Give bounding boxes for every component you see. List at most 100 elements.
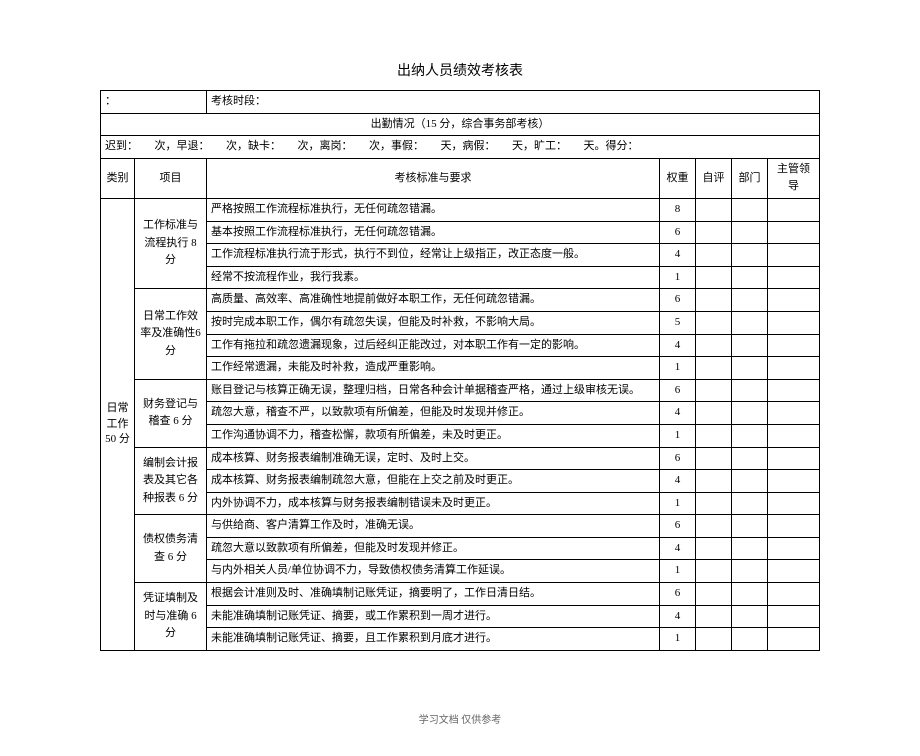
leader-cell — [767, 447, 819, 470]
dept-cell — [731, 198, 767, 221]
self-cell — [695, 492, 731, 515]
table-row: 内外协调不力，成本核算与财务报表编制错误未及时更正。1 — [101, 492, 820, 515]
standard-cell: 工作沟通协调不力，稽查松懈，款项有所偏差，未及时更正。 — [207, 424, 660, 447]
self-cell — [695, 628, 731, 651]
self-cell — [695, 470, 731, 493]
self-cell — [695, 357, 731, 380]
leader-cell — [767, 198, 819, 221]
table-row: 疏忽大意以致款项有所偏差，但能及时发现并修正。4 — [101, 537, 820, 560]
weight-cell: 1 — [659, 560, 695, 583]
leader-cell — [767, 537, 819, 560]
leader-cell — [767, 492, 819, 515]
leader-cell — [767, 560, 819, 583]
self-cell — [695, 424, 731, 447]
standard-cell: 严格按照工作流程标准执行，无任何疏忽错漏。 — [207, 198, 660, 221]
leader-cell — [767, 379, 819, 402]
table-row: 日常工作50 分工作标准与流程执行 8分严格按照工作流程标准执行，无任何疏忽错漏… — [101, 198, 820, 221]
self-cell — [695, 289, 731, 312]
weight-cell: 1 — [659, 266, 695, 289]
weight-cell: 6 — [659, 515, 695, 538]
item-cell: 工作标准与流程执行 8分 — [135, 198, 207, 288]
leader-cell — [767, 289, 819, 312]
standard-cell: 成本核算、财务报表编制准确无误，定时、及时上交。 — [207, 447, 660, 470]
dept-cell — [731, 470, 767, 493]
weight-cell: 1 — [659, 492, 695, 515]
table-row: 凭证填制及时与准确 6分根据会计准则及时、准确填制记账凭证，摘要明了，工作日清日… — [101, 583, 820, 606]
dept-cell — [731, 221, 767, 244]
table-row: 疏忽大意，稽查不严，以致款项有所偏差，但能及时发现并修正。4 — [101, 402, 820, 425]
dept-cell — [731, 289, 767, 312]
page-footer: 学习文档 仅供参考 — [100, 711, 820, 726]
self-cell — [695, 266, 731, 289]
weight-cell: 6 — [659, 583, 695, 606]
weight-cell: 1 — [659, 357, 695, 380]
self-cell — [695, 560, 731, 583]
table-row: 编制会计报表及其它各种报表 6 分成本核算、财务报表编制准确无误，定时、及时上交… — [101, 447, 820, 470]
weight-cell: 4 — [659, 470, 695, 493]
weight-cell: 8 — [659, 198, 695, 221]
dept-cell — [731, 424, 767, 447]
table-row: 工作经常遗漏，未能及时补救，造成严重影响。1 — [101, 357, 820, 380]
leader-cell — [767, 334, 819, 357]
standard-cell: 根据会计准则及时、准确填制记账凭证，摘要明了，工作日清日结。 — [207, 583, 660, 606]
table-row: 未能准确填制记账凭证、摘要，且工作累积到月底才进行。1 — [101, 628, 820, 651]
self-cell — [695, 311, 731, 334]
leader-cell — [767, 628, 819, 651]
standard-cell: 与供给商、客户清算工作及时，准确无误。 — [207, 515, 660, 538]
period-row: ： 考核时段： — [101, 91, 820, 114]
dept-cell — [731, 537, 767, 560]
weight-cell: 4 — [659, 402, 695, 425]
dept-cell — [731, 447, 767, 470]
weight-cell: 5 — [659, 311, 695, 334]
standard-cell: 成本核算、财务报表编制疏忽大意，但能在上交之前及时更正。 — [207, 470, 660, 493]
standard-cell: 疏忽大意，稽查不严，以致款项有所偏差，但能及时发现并修正。 — [207, 402, 660, 425]
table-row: 基本按照工作流程标准执行，无任何疏忽错漏。6 — [101, 221, 820, 244]
attendance-header-row: 出勤情况（15 分，综合事务部考核） — [101, 113, 820, 136]
col-category: 类别 — [101, 158, 135, 198]
standard-cell: 未能准确填制记账凭证、摘要，或工作累积到一周才进行。 — [207, 605, 660, 628]
attendance-line: 迟到： 次，早退： 次，缺卡： 次，离岗： 次，事假： 天，病假： 天，旷工： … — [101, 136, 820, 159]
standard-cell: 高质量、高效率、高准确性地提前做好本职工作，无任何疏忽错漏。 — [207, 289, 660, 312]
dept-cell — [731, 357, 767, 380]
standard-cell: 基本按照工作流程标准执行，无任何疏忽错漏。 — [207, 221, 660, 244]
table-row: 工作有拖拉和疏忽遗漏现象，过后经纠正能改过，对本职工作有一定的影响。4 — [101, 334, 820, 357]
leader-cell — [767, 583, 819, 606]
leader-cell — [767, 311, 819, 334]
dept-cell — [731, 334, 767, 357]
self-cell — [695, 402, 731, 425]
col-self: 自评 — [695, 158, 731, 198]
item-cell: 财务登记与稽查 6 分 — [135, 379, 207, 447]
period-label: 考核时段： — [207, 91, 820, 114]
weight-cell: 1 — [659, 628, 695, 651]
standard-cell: 工作流程标准执行流于形式，执行不到位，经常让上级指正，改正态度一般。 — [207, 244, 660, 267]
attendance-detail-row: 迟到： 次，早退： 次，缺卡： 次，离岗： 次，事假： 天，病假： 天，旷工： … — [101, 136, 820, 159]
standard-cell: 未能准确填制记账凭证、摘要，且工作累积到月底才进行。 — [207, 628, 660, 651]
standard-cell: 与内外相关人员/单位协调不力，导致债权债务清算工作延误。 — [207, 560, 660, 583]
attendance-header: 出勤情况（15 分，综合事务部考核） — [101, 113, 820, 136]
page-title: 出纳人员绩效考核表 — [100, 60, 820, 80]
dept-cell — [731, 583, 767, 606]
table-row: 工作沟通协调不力，稽查松懈，款项有所偏差，未及时更正。1 — [101, 424, 820, 447]
standard-cell: 工作经常遗漏，未能及时补救，造成严重影响。 — [207, 357, 660, 380]
self-cell — [695, 244, 731, 267]
weight-cell: 1 — [659, 424, 695, 447]
table-row: 与内外相关人员/单位协调不力，导致债权债务清算工作延误。1 — [101, 560, 820, 583]
item-cell: 债权债务清查 6 分 — [135, 515, 207, 583]
dept-cell — [731, 311, 767, 334]
leader-cell — [767, 357, 819, 380]
weight-cell: 4 — [659, 334, 695, 357]
standard-cell: 账目登记与核算正确无误，整理归档，日常各种会计单据稽查严格，通过上级审核无误。 — [207, 379, 660, 402]
leader-cell — [767, 605, 819, 628]
period-prefix: ： — [101, 91, 207, 114]
leader-cell — [767, 424, 819, 447]
self-cell — [695, 447, 731, 470]
dept-cell — [731, 266, 767, 289]
weight-cell: 6 — [659, 221, 695, 244]
dept-cell — [731, 244, 767, 267]
weight-cell: 6 — [659, 447, 695, 470]
leader-cell — [767, 515, 819, 538]
self-cell — [695, 379, 731, 402]
self-cell — [695, 537, 731, 560]
standard-cell: 内外协调不力，成本核算与财务报表编制错误未及时更正。 — [207, 492, 660, 515]
table-row: 成本核算、财务报表编制疏忽大意，但能在上交之前及时更正。4 — [101, 470, 820, 493]
